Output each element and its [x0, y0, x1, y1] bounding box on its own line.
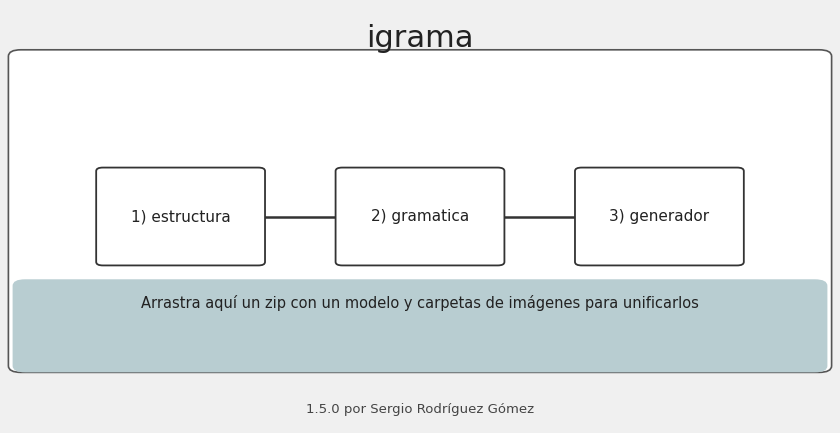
Text: 1.5.0 por Sergio Rodríguez Gómez: 1.5.0 por Sergio Rodríguez Gómez	[306, 403, 534, 416]
Text: igrama: igrama	[366, 25, 474, 53]
FancyBboxPatch shape	[336, 168, 504, 265]
FancyBboxPatch shape	[96, 168, 265, 265]
Text: 2) gramatica: 2) gramatica	[371, 209, 469, 224]
Text: 1) estructura: 1) estructura	[131, 209, 230, 224]
FancyBboxPatch shape	[575, 168, 744, 265]
Text: Arrastra aquí un zip con un modelo y carpetas de imágenes para unificarlos: Arrastra aquí un zip con un modelo y car…	[141, 295, 699, 311]
FancyBboxPatch shape	[13, 279, 827, 372]
Text: 3) generador: 3) generador	[609, 209, 710, 224]
FancyBboxPatch shape	[8, 50, 832, 372]
